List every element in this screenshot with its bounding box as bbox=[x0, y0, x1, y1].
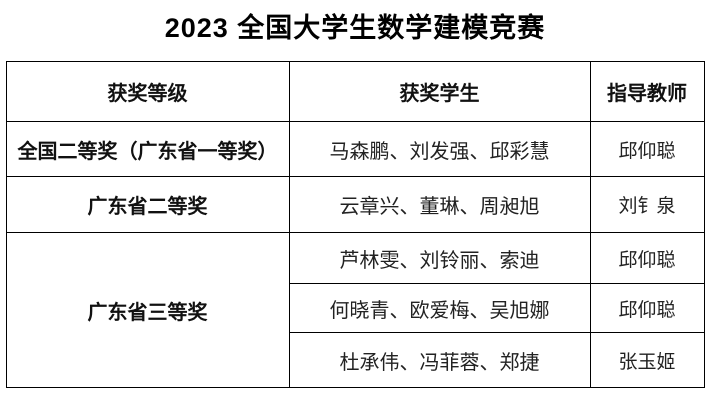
table-row: 何晓青、欧爱梅、吴旭娜 邱仰聪 bbox=[6, 283, 705, 333]
cell-teacher: 张玉姬 bbox=[589, 332, 705, 388]
cell-teacher: 刘钅泉 bbox=[589, 176, 705, 233]
header-students: 获奖学生 bbox=[288, 61, 591, 122]
table-row: 广东省二等奖 云章兴、董琳、周昶旭 刘钅泉 bbox=[5, 176, 705, 233]
cell-students: 云章兴、董琳、周昶旭 bbox=[288, 176, 591, 233]
cell-students: 芦林雯、刘铃丽、索迪 bbox=[288, 232, 591, 284]
awards-table: 获奖等级 获奖学生 指导教师 全国二等奖（广东省一等奖） 马森鹏、刘发强、邱彩慧… bbox=[5, 61, 705, 388]
table-header-row: 获奖等级 获奖学生 指导教师 bbox=[5, 61, 705, 122]
table-row: 杜承伟、冯菲蓉、郑捷 张玉姬 bbox=[6, 332, 705, 388]
cell-award-level-merged: 广东省三等奖 bbox=[5, 232, 290, 388]
table-row: 全国二等奖（广东省一等奖） 马森鹏、刘发强、邱彩慧 邱仰聪 bbox=[5, 121, 705, 177]
header-award-level: 获奖等级 bbox=[5, 61, 290, 122]
cell-students: 杜承伟、冯菲蓉、郑捷 bbox=[288, 332, 591, 388]
cell-teacher: 邱仰聪 bbox=[589, 121, 705, 177]
cell-teacher: 邱仰聪 bbox=[589, 232, 705, 284]
cell-students: 马森鹏、刘发强、邱彩慧 bbox=[288, 121, 591, 177]
header-teacher: 指导教师 bbox=[589, 61, 705, 122]
cell-award-level: 广东省二等奖 bbox=[5, 176, 290, 233]
page-title: 2023 全国大学生数学建模竞赛 bbox=[164, 13, 546, 43]
table-row: 广东省三等奖 芦林雯、刘铃丽、索迪 邱仰聪 bbox=[5, 232, 705, 388]
cell-award-level: 全国二等奖（广东省一等奖） bbox=[5, 121, 290, 177]
cell-students: 何晓青、欧爱梅、吴旭娜 bbox=[288, 283, 591, 333]
cell-teacher: 邱仰聪 bbox=[589, 283, 705, 333]
